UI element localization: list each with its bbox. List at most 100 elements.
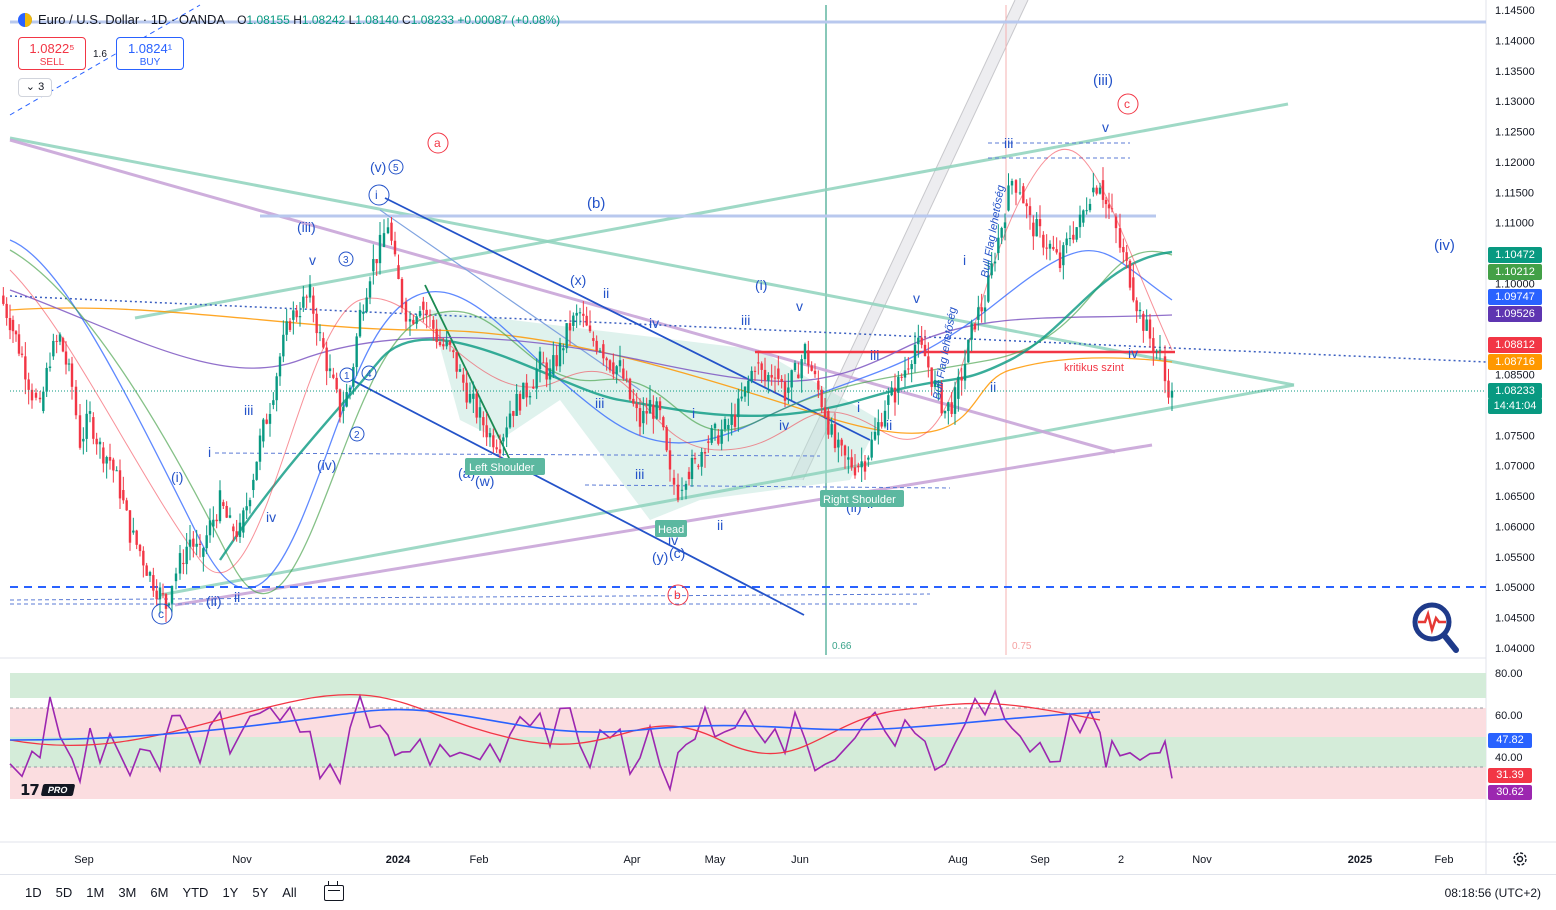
candle-up (730, 414, 733, 425)
ohlc-values: O1.08155 H1.08242 L1.08140 C1.08233 +0.0… (237, 13, 560, 27)
candle-up (195, 543, 198, 547)
candle-up (85, 413, 88, 439)
candle-down (672, 477, 676, 485)
range-1y-button[interactable]: 1Y (222, 885, 239, 900)
range-1m-button[interactable]: 1M (86, 885, 105, 900)
clock[interactable]: 08:18:56 (UTC+2) (1444, 885, 1541, 900)
candle-up (505, 427, 508, 438)
range-6m-button[interactable]: 6M (150, 885, 169, 900)
candle-down (138, 544, 142, 552)
close-value: 1.08233 (410, 12, 455, 27)
candle-down (840, 439, 843, 446)
candle-up (680, 489, 684, 491)
candle-up (298, 316, 302, 318)
sell-button[interactable]: 1.0822⁵ SELL (18, 37, 86, 70)
candle-down (265, 419, 268, 424)
candle-down (8, 318, 12, 331)
candle-down (1104, 199, 1108, 205)
candle-up (528, 395, 532, 398)
candle-up (185, 546, 188, 565)
range-5d-button[interactable]: 5D (55, 885, 73, 900)
candle-up (88, 411, 92, 414)
date-range-icon[interactable] (323, 880, 344, 901)
rsi-axis[interactable]: 80.00 60.00 40.00 (1495, 668, 1523, 764)
wave-label: iv (668, 532, 678, 548)
candle-down (145, 565, 148, 576)
candle-up (348, 387, 352, 393)
range-ytd-button[interactable]: YTD (182, 885, 209, 900)
candle-up (903, 370, 907, 378)
candle-down (78, 415, 82, 448)
symbol-legend[interactable]: Euro / U.S. Dollar · 1D · OANDA O1.08155… (18, 12, 560, 27)
candle-down (810, 365, 813, 371)
tradingview-logo[interactable]: 17 PRO (20, 781, 92, 799)
wave-label: iii (870, 347, 879, 363)
candle-down (1152, 338, 1155, 352)
candle-up (488, 433, 492, 438)
price-axis[interactable]: 1.14500 1.14000 1.13500 1.13000 1.12500 1.120… (1495, 5, 1535, 655)
candle-down (225, 505, 228, 518)
circled-label: 4 (366, 369, 372, 380)
price-badge: 1.08716 (1488, 354, 1542, 370)
open-value: 1.08155 (246, 12, 290, 27)
candle-up (362, 311, 365, 314)
magnifier-zoom-icon[interactable] (1410, 600, 1460, 656)
time-tick-label: 2025 (1348, 854, 1372, 866)
range-3m-button[interactable]: 3M (118, 885, 137, 900)
time-tick-label: Feb (470, 854, 489, 866)
candle-down (542, 362, 545, 364)
time-axis[interactable]: Sep Nov 2024 Feb Apr May Jun Aug Sep 2 Nov 2025 Feb (74, 854, 1453, 866)
candle-down (1042, 234, 1045, 248)
candle-down (973, 323, 977, 330)
wave-label: iii (741, 312, 750, 328)
candle-up (382, 233, 386, 247)
candle-down (687, 471, 691, 480)
candle-down (442, 344, 445, 347)
candle-down (38, 397, 42, 400)
candle-down (1135, 300, 1138, 312)
wave-label: (ii) (206, 593, 222, 609)
indicators-collapse-button[interactable]: ⌄ 3 (18, 78, 52, 97)
candle-up (1062, 245, 1065, 266)
candle-down (1110, 208, 1114, 210)
candle-down (1055, 249, 1058, 253)
candle-up (870, 439, 873, 458)
candle-up (255, 461, 258, 480)
candle-up (115, 470, 118, 472)
candle-up (408, 319, 412, 322)
candle-down (612, 362, 615, 375)
candle-up (910, 364, 913, 370)
candle-up (170, 585, 174, 604)
candle-down (55, 340, 58, 342)
time-tick-label: Nov (232, 854, 252, 866)
candle-down (61, 338, 65, 352)
rsi-ma-line (9, 708, 1101, 741)
trendline-green-support (159, 383, 1295, 597)
candle-down (703, 451, 707, 454)
candle-up (648, 399, 652, 414)
candle-down (857, 465, 860, 468)
circled-label: 1 (344, 371, 350, 382)
symbol-title[interactable]: Euro / U.S. Dollar · 1D · OANDA (38, 12, 226, 27)
candle-up (308, 284, 312, 298)
candle-up (860, 461, 863, 468)
head-label: Head (658, 524, 684, 536)
candle-up (228, 515, 232, 518)
candle-up (740, 396, 743, 399)
buy-button[interactable]: 1.0824¹ BUY (116, 37, 184, 70)
range-1d-button[interactable]: 1D (25, 885, 42, 900)
gear-icon[interactable] (1512, 851, 1528, 867)
candle-up (67, 363, 71, 365)
candle-up (548, 368, 552, 380)
candle-down (843, 445, 847, 456)
candle-down (930, 367, 933, 387)
candle-up (302, 296, 305, 308)
candle-down (833, 424, 837, 449)
range-all-button[interactable]: All (282, 885, 297, 900)
candle-up (98, 441, 102, 445)
range-5y-button[interactable]: 5Y (252, 885, 269, 900)
candle-up (967, 339, 970, 363)
candle-up (42, 391, 45, 412)
